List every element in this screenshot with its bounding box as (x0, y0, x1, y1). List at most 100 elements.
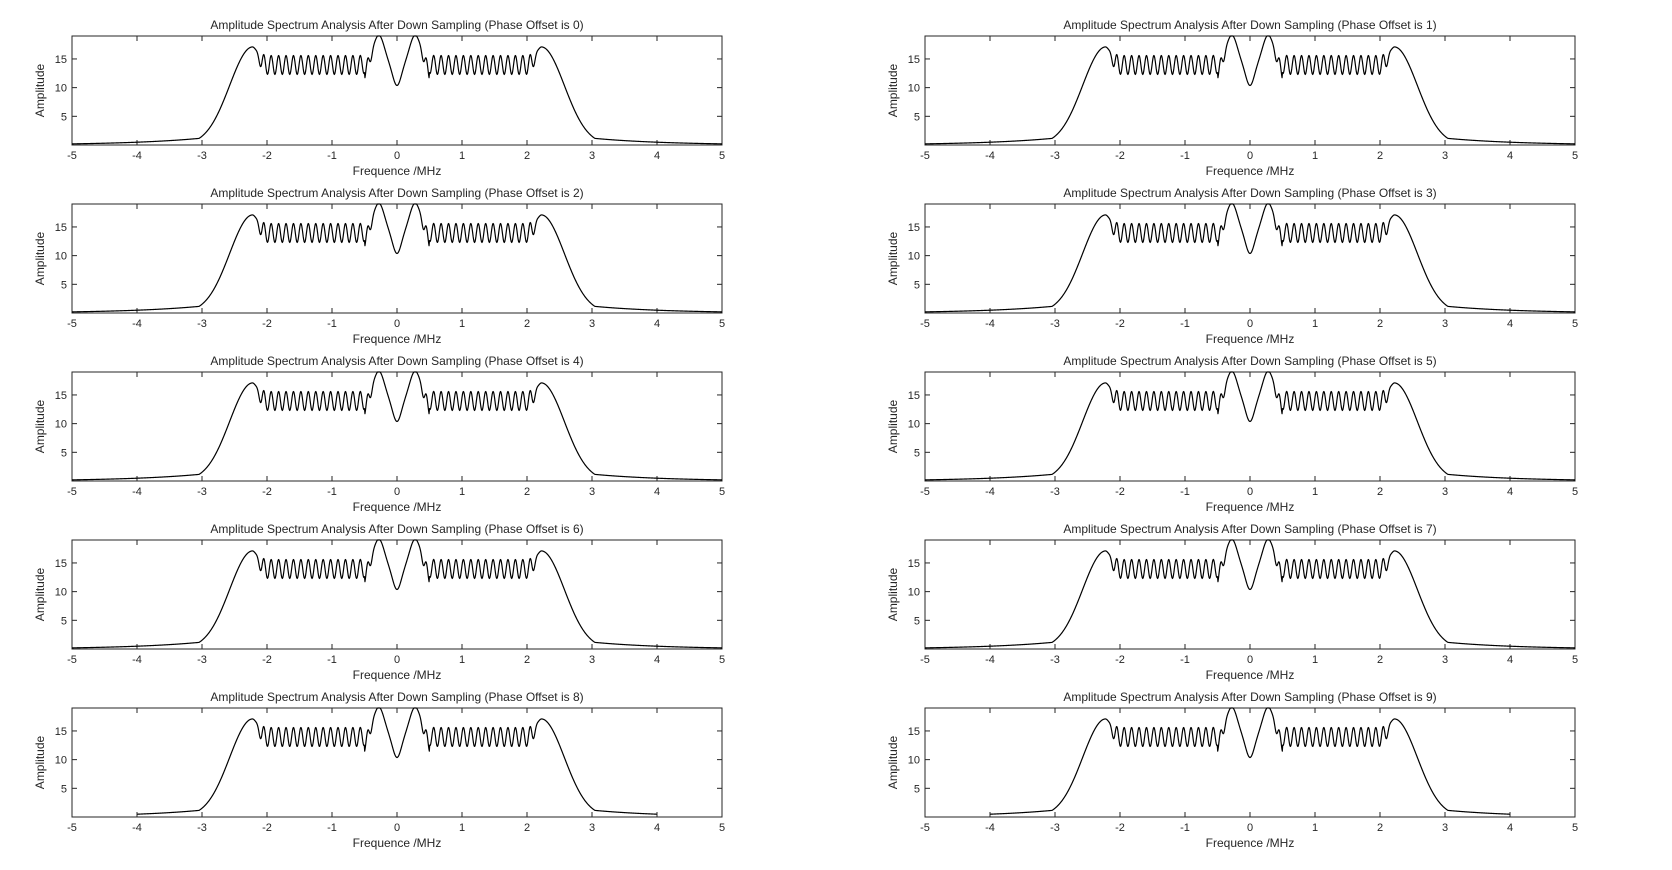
x-tick-label: -2 (262, 318, 272, 330)
y-tick-label: 5 (61, 783, 67, 795)
y-tick-label: 5 (61, 615, 67, 627)
x-tick-label: -2 (1115, 822, 1125, 834)
x-tick-label: -3 (197, 150, 207, 162)
y-axis-label: Amplitude (886, 64, 900, 118)
x-tick-label: 1 (459, 822, 465, 834)
axes-box (71, 539, 723, 650)
x-tick-label: -2 (262, 150, 272, 162)
x-tick-label: -1 (327, 486, 337, 498)
y-axis-label: Amplitude (886, 232, 900, 286)
x-tick-label: -4 (132, 318, 142, 330)
x-axis-label: Frequence /MHz (1206, 332, 1295, 346)
spectrum-line (71, 371, 723, 481)
x-tick-label: 0 (394, 654, 400, 666)
x-tick-label: -2 (262, 486, 272, 498)
x-axis-label: Frequence /MHz (353, 332, 442, 346)
y-tick-label: 5 (61, 447, 67, 459)
x-tick-label: -1 (1180, 150, 1190, 162)
x-tick-label: -1 (327, 150, 337, 162)
spectrum-line (924, 203, 1576, 313)
x-tick-label: -4 (985, 654, 995, 666)
x-tick-label: -2 (1115, 654, 1125, 666)
x-tick-label: 4 (1507, 318, 1513, 330)
x-tick-label: 2 (1377, 150, 1383, 162)
x-tick-label: 5 (1572, 822, 1578, 834)
x-axis-label: Frequence /MHz (353, 500, 442, 514)
subplot-1: Amplitude Spectrum Analysis After Down S… (886, 18, 1578, 178)
y-tick-label: 15 (55, 54, 67, 66)
x-tick-label: -3 (1050, 822, 1060, 834)
y-tick-label: 15 (908, 222, 920, 234)
x-tick-label: -5 (920, 318, 930, 330)
y-tick-label: 10 (55, 587, 67, 599)
x-tick-label: 5 (719, 318, 725, 330)
y-tick-label: 5 (914, 615, 920, 627)
x-tick-label: 4 (1507, 150, 1513, 162)
x-tick-label: 4 (1507, 486, 1513, 498)
y-tick-label: 10 (55, 251, 67, 263)
axes-box (924, 539, 1576, 650)
y-tick-label: 10 (908, 587, 920, 599)
x-tick-label: 2 (524, 318, 530, 330)
x-tick-label: 0 (394, 150, 400, 162)
y-tick-label: 10 (908, 83, 920, 95)
x-tick-label: -2 (262, 654, 272, 666)
x-tick-label: 1 (1312, 486, 1318, 498)
x-tick-label: 3 (589, 486, 595, 498)
y-tick-label: 10 (908, 419, 920, 431)
y-axis-label: Amplitude (886, 400, 900, 454)
subplot-title: Amplitude Spectrum Analysis After Down S… (1063, 690, 1436, 704)
x-tick-label: -2 (1115, 318, 1125, 330)
x-tick-label: 0 (1247, 822, 1253, 834)
spectrum-line (924, 371, 1576, 481)
subplot-5: Amplitude Spectrum Analysis After Down S… (886, 354, 1578, 514)
y-tick-label: 15 (55, 726, 67, 738)
x-tick-label: -3 (197, 822, 207, 834)
x-tick-label: 1 (459, 486, 465, 498)
y-tick-label: 5 (914, 111, 920, 123)
x-tick-label: 2 (1377, 318, 1383, 330)
y-tick-label: 10 (908, 755, 920, 767)
x-axis-label: Frequence /MHz (353, 164, 442, 178)
x-axis-label: Frequence /MHz (353, 836, 442, 850)
subplot-8: Amplitude Spectrum Analysis After Down S… (33, 690, 725, 850)
y-tick-label: 5 (61, 111, 67, 123)
x-tick-label: -5 (67, 822, 77, 834)
x-tick-label: -5 (67, 318, 77, 330)
x-tick-label: -4 (985, 150, 995, 162)
y-tick-label: 15 (908, 390, 920, 402)
x-tick-label: 2 (524, 150, 530, 162)
x-tick-label: -3 (197, 654, 207, 666)
x-tick-label: 3 (589, 654, 595, 666)
subplot-title: Amplitude Spectrum Analysis After Down S… (210, 690, 583, 704)
x-tick-label: -1 (327, 822, 337, 834)
y-axis-label: Amplitude (33, 568, 47, 622)
x-tick-label: 3 (589, 150, 595, 162)
x-tick-label: 0 (1247, 150, 1253, 162)
x-tick-label: 5 (719, 150, 725, 162)
axes-box (71, 371, 723, 482)
subplot-6: Amplitude Spectrum Analysis After Down S… (33, 522, 725, 682)
x-tick-label: -4 (132, 150, 142, 162)
axes-box (924, 371, 1576, 482)
subplot-title: Amplitude Spectrum Analysis After Down S… (1063, 354, 1436, 368)
x-tick-label: 2 (524, 654, 530, 666)
y-axis-label: Amplitude (33, 64, 47, 118)
x-tick-label: -1 (1180, 486, 1190, 498)
x-tick-label: -3 (1050, 654, 1060, 666)
y-tick-label: 5 (914, 783, 920, 795)
y-axis-label: Amplitude (886, 736, 900, 790)
x-tick-label: 1 (459, 150, 465, 162)
x-tick-label: 3 (589, 822, 595, 834)
y-tick-label: 10 (55, 419, 67, 431)
subplot-title: Amplitude Spectrum Analysis After Down S… (210, 186, 583, 200)
spectrum-line (924, 539, 1576, 649)
y-axis-label: Amplitude (33, 736, 47, 790)
axes-box (71, 203, 723, 314)
x-tick-label: 0 (1247, 318, 1253, 330)
axes-box (924, 35, 1576, 146)
x-tick-label: 2 (524, 822, 530, 834)
subplot-title: Amplitude Spectrum Analysis After Down S… (210, 522, 583, 536)
x-tick-label: 0 (394, 318, 400, 330)
x-tick-label: -3 (1050, 318, 1060, 330)
